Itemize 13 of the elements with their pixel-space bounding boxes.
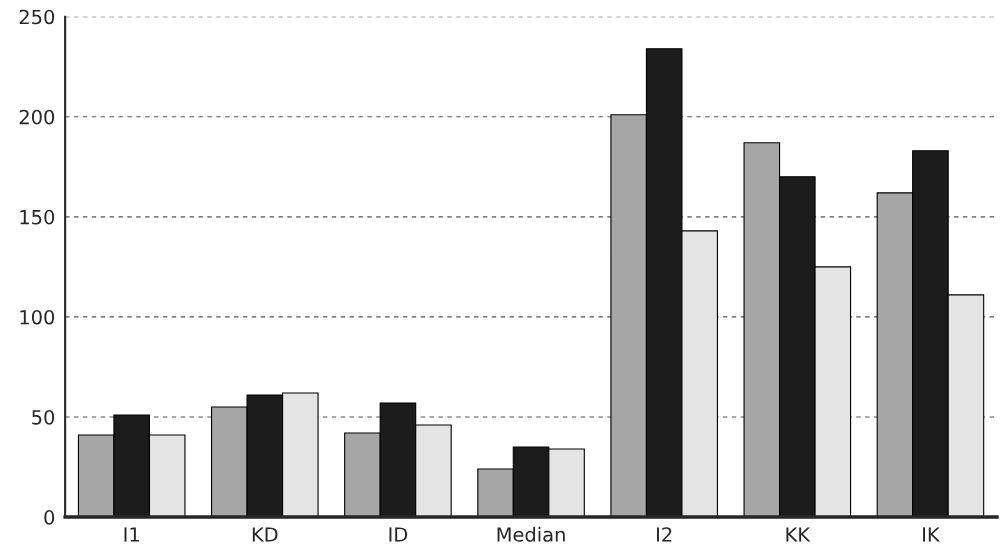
y-tick-label: 150 — [20, 209, 55, 225]
x-tick-label: ID — [389, 527, 408, 542]
y-tick-label: 100 — [20, 309, 55, 325]
x-tick-label: I2 — [657, 527, 672, 542]
y-tick-label: 200 — [19, 109, 55, 125]
x-tick-label: KD — [252, 527, 278, 542]
y-tick-label: 250 — [19, 9, 55, 25]
x-tick-label: IK — [923, 527, 941, 542]
y-tick-label: 0 — [44, 510, 55, 525]
x-tick-label: Median — [497, 526, 565, 542]
x-tick-label: KK — [786, 527, 811, 542]
x-tick-label: I1 — [124, 527, 139, 542]
y-tick-label: 50 — [32, 409, 55, 425]
